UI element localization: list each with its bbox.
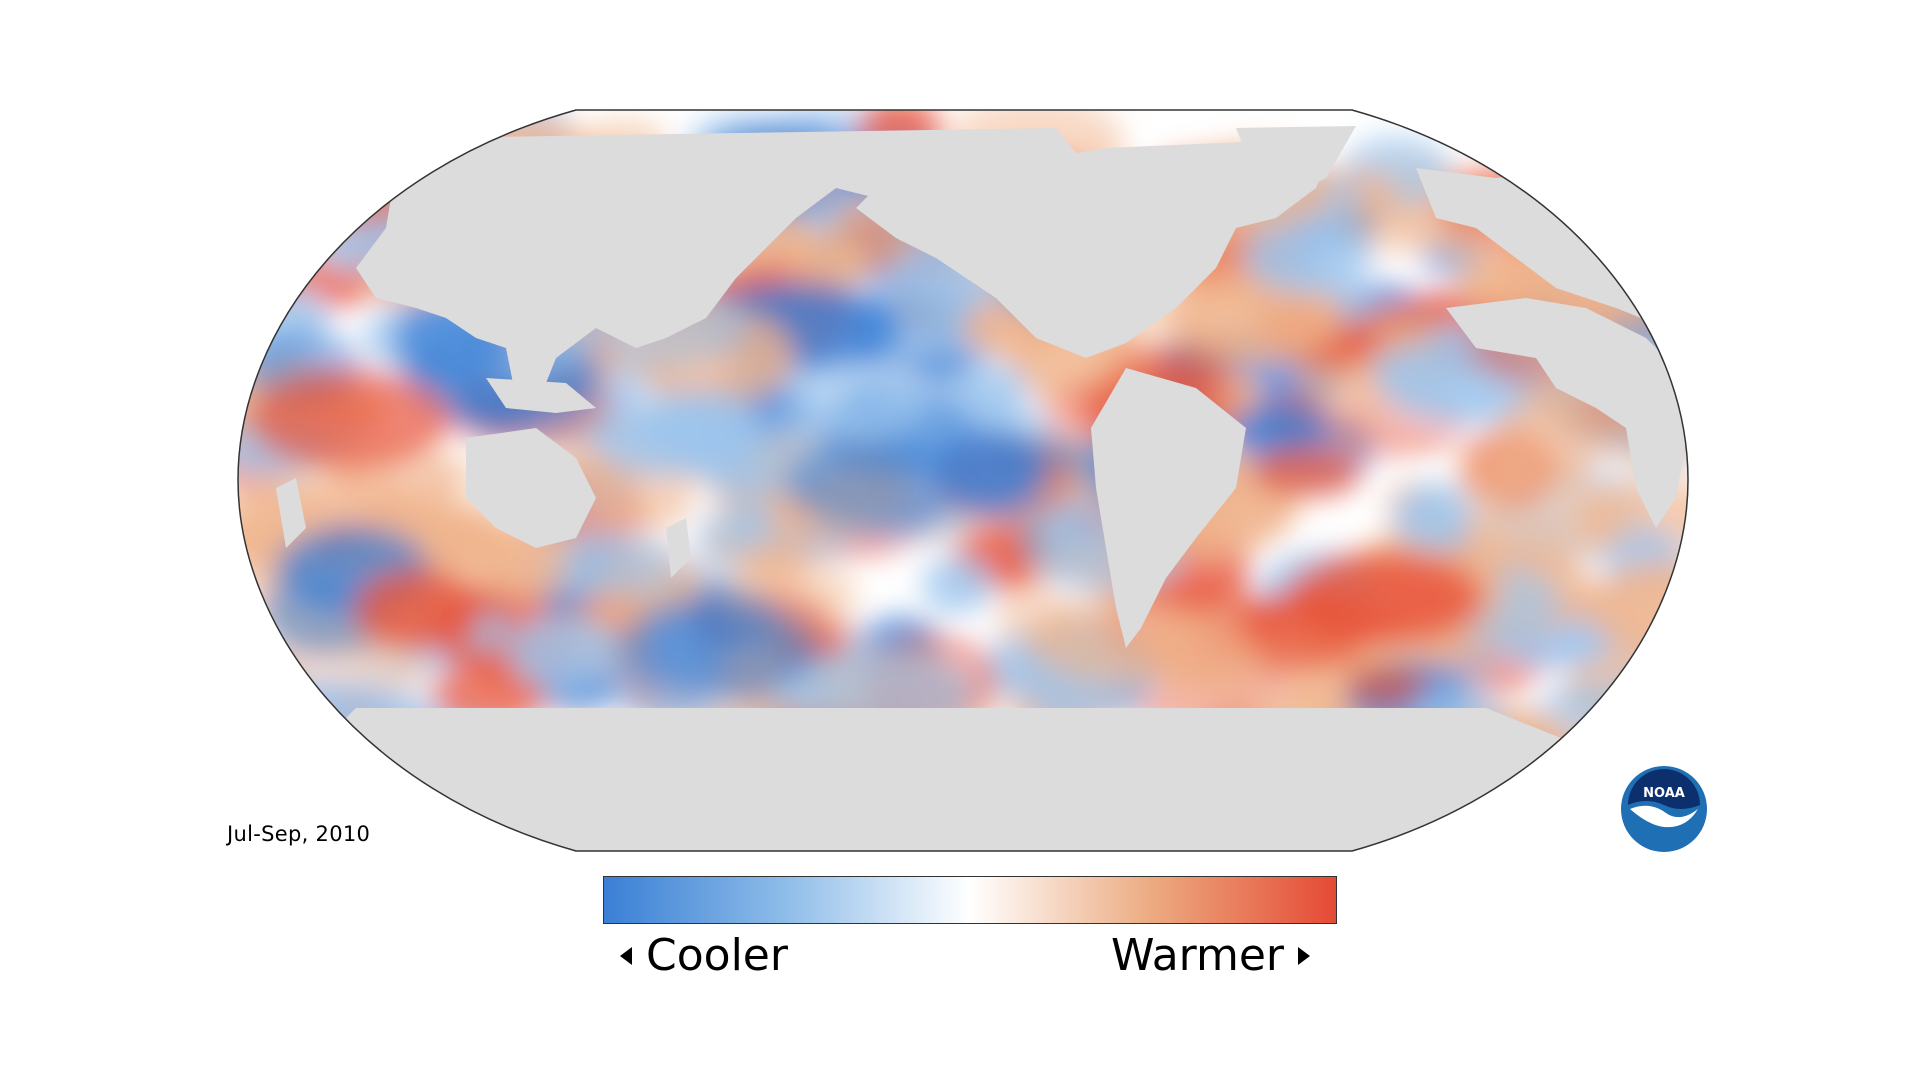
anomaly-patch (1514, 113, 1619, 171)
new-zealand-landmass (666, 518, 691, 578)
anomaly-patch (1464, 469, 1628, 567)
anomaly-patch (238, 659, 295, 709)
anomaly-patch (744, 537, 811, 591)
color-scale-bar (603, 876, 1337, 924)
anomaly-patch (1623, 195, 1688, 269)
anomaly-patch (1632, 652, 1688, 714)
anomaly-patch (933, 428, 1047, 514)
warmer-text: Warmer (1111, 930, 1284, 981)
greenland-landmass (1236, 126, 1356, 198)
north-america-landmass (856, 138, 1336, 358)
anomaly-patch (238, 155, 302, 236)
anomaly-patch (238, 675, 329, 758)
noaa-logo-icon: NOAA (1621, 766, 1707, 852)
anomaly-patch (1285, 551, 1484, 645)
anomaly-patch (1344, 665, 1429, 706)
africa-landmass (1446, 298, 1688, 528)
anomaly-patch (359, 777, 423, 816)
anomaly-patch (238, 232, 304, 311)
anomaly-patch (238, 663, 303, 743)
anomaly-patch (1545, 782, 1605, 825)
anomaly-patch (1510, 124, 1662, 203)
madagascar-landmass (276, 478, 306, 548)
noaa-logo: NOAA (1620, 765, 1708, 853)
anomaly-patch (238, 740, 305, 821)
left-arrow-icon (620, 947, 632, 965)
cooler-label: Cooler (620, 928, 788, 984)
anomaly-patch (780, 364, 929, 439)
south-america-landmass (1091, 368, 1246, 648)
anomaly-patch (264, 110, 354, 170)
anomaly-patch (1556, 110, 1682, 158)
anomaly-patch (259, 573, 386, 658)
noaa-logo-text: NOAA (1643, 786, 1685, 801)
anomaly-patch (238, 685, 308, 743)
indonesia-landmass (486, 378, 596, 413)
anomaly-patch (238, 228, 297, 285)
anomaly-patch (1030, 595, 1205, 684)
antarctica-landmass (238, 708, 1688, 851)
anomaly-patch (921, 555, 994, 614)
anomaly-patch (636, 389, 760, 462)
anomaly-patch (508, 615, 622, 691)
anomaly-patch (1507, 110, 1619, 167)
right-arrow-icon (1298, 947, 1310, 965)
australia-landmass (466, 428, 596, 548)
anomaly-patch (238, 733, 310, 773)
anomaly-patch (1631, 110, 1688, 173)
globe-outline (237, 109, 1689, 852)
anomaly-patch (584, 458, 695, 535)
anomaly-patch (780, 238, 866, 285)
anomaly-patch (238, 123, 382, 225)
cooler-text: Cooler (646, 930, 788, 981)
anomaly-patch (1487, 787, 1546, 835)
anomaly-patch (255, 124, 388, 196)
anomaly-patch (238, 110, 356, 207)
world-map-svg (237, 109, 1689, 852)
anomaly-patch (1598, 110, 1686, 166)
anomaly-patch (314, 754, 390, 808)
anomaly-patch (1393, 483, 1476, 550)
anomaly-patch (615, 600, 820, 698)
anomaly-patch (1242, 219, 1373, 295)
anomaly-patch (722, 500, 777, 542)
anomaly-patch (290, 110, 419, 197)
anomaly-patch (1620, 703, 1688, 766)
anomaly-patch (1251, 445, 1362, 499)
anomaly-patch (554, 532, 682, 594)
anomaly-patch (353, 568, 483, 652)
period-label: Jul-Sep, 2010 (227, 822, 371, 846)
anomaly-patch (247, 368, 452, 471)
sst-anomaly-map (236, 108, 1692, 853)
warmer-label: Warmer (1111, 928, 1310, 984)
land-masses (238, 126, 1688, 851)
